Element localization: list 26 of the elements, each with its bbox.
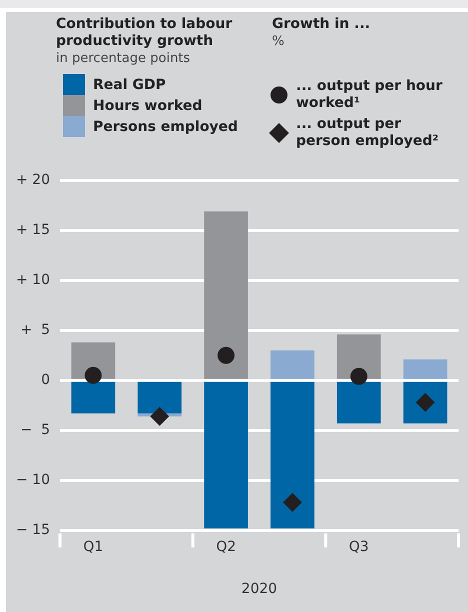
point [218,346,235,364]
legend-label: ... output per hour worked¹ [296,78,444,112]
x-tick-label: Q2 [216,539,236,556]
y-tick-label: + 15 [16,222,50,238]
y-tick-label: − 5 [20,422,50,438]
y-tick-label: + 10 [16,272,50,288]
y-tick-label: + 5 [20,322,50,338]
x-axis-title: 2020 [241,581,278,598]
legend-label: Persons employed [93,118,238,134]
legend-label: Real GDP [93,76,166,92]
legend-label: ... output per person employed² [296,116,440,150]
text: Growth in ... [272,16,370,33]
x-tick-label: Q1 [83,539,104,556]
point [84,366,102,384]
legend-label: Hours worked [93,98,202,114]
y-tick-label: 0 [41,372,50,388]
point [350,368,368,385]
chart-title: Contribution to labour productivity growth [56,16,234,50]
y-tick-label: + 20 [16,172,50,188]
y-tick-label: − 15 [16,522,50,538]
point [150,406,170,426]
chart-subtitle: in percentage points [56,50,192,67]
text: % [272,33,286,50]
y-tick-label: − 10 [16,472,50,488]
point [282,492,302,512]
x-tick-label: Q3 [348,539,369,556]
